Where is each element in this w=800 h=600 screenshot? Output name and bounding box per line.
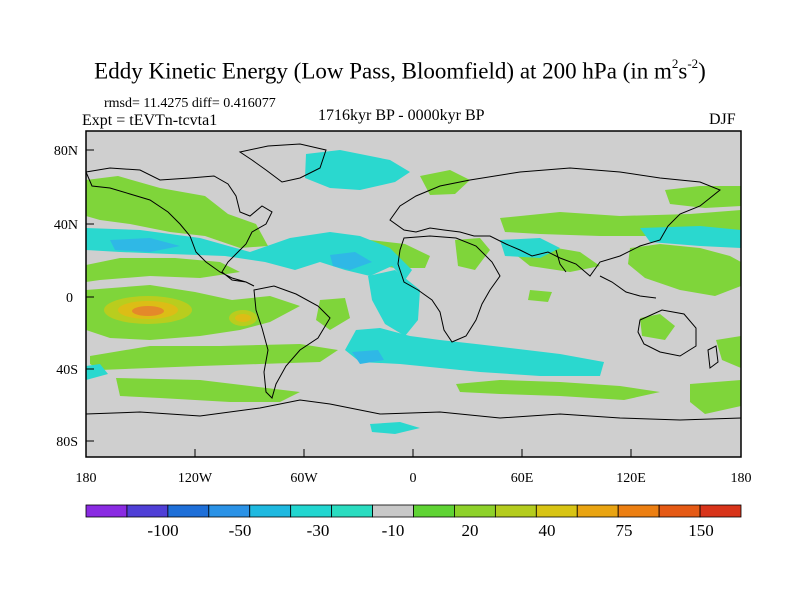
colorbar-swatch [126, 504, 169, 518]
lon-label: 60E [511, 471, 534, 486]
lat-label: 40N [54, 218, 78, 233]
colorbar-swatch [699, 504, 742, 518]
colorbar-swatch [249, 504, 292, 518]
negative-regions [86, 150, 741, 434]
colorbar-swatch [576, 504, 619, 518]
period-label: 1716kyr BP - 0000kyr BP [318, 107, 485, 124]
lon-label: 0 [410, 471, 417, 486]
lat-label: 0 [66, 291, 73, 306]
colorbar-label: -10 [382, 521, 405, 540]
colorbar-swatch [167, 504, 210, 518]
lon-label: 120E [616, 471, 646, 486]
lat-label: 40S [56, 363, 78, 378]
stats-text: rmsd= 11.4275 diff= 0.416077 [104, 96, 276, 111]
colorbar-labels: -100 -50 -30 -10 20 40 75 150 [147, 521, 713, 540]
colorbar-swatch [290, 504, 333, 518]
experiment-label: Expt = tEVTn-tcvta1 [82, 112, 218, 129]
colorbar-label: 40 [539, 521, 556, 540]
lon-label: 60W [290, 471, 318, 486]
lon-label: 180 [731, 471, 752, 486]
colorbar-label: -30 [307, 521, 330, 540]
colorbar-swatch [331, 504, 373, 518]
colorbar-label: 150 [688, 521, 714, 540]
lat-label: 80S [56, 435, 78, 450]
latitude-axis-labels: 80N 40N 0 40S 80S [54, 144, 78, 450]
colorbar-label: 20 [462, 521, 479, 540]
longitude-axis-labels: 180 120W 60W 0 60E 120E 180 [76, 471, 752, 486]
colorbar-swatch [85, 504, 128, 518]
colorbar-swatch [535, 504, 578, 518]
colorbar-swatch [454, 504, 496, 518]
colorbar-swatch [617, 504, 660, 518]
colorbar-label: 75 [616, 521, 633, 540]
strong-positive-cores [104, 296, 257, 326]
colorbar-swatch [658, 504, 701, 518]
lon-label: 180 [76, 471, 97, 486]
colorbar [85, 504, 742, 518]
lon-label: 120W [178, 471, 213, 486]
eddy-energy-field [86, 131, 741, 457]
colorbar-swatch [494, 504, 537, 518]
coastlines [86, 143, 741, 421]
lat-label: 80N [54, 144, 78, 159]
colorbar-swatch [372, 504, 414, 518]
season-label: DJF [709, 111, 736, 128]
axis-ticks [85, 149, 742, 457]
map-title: Eddy Kinetic Energy (Low Pass, Bloomfiel… [94, 56, 706, 84]
colorbar-label: -50 [229, 521, 252, 540]
colorbar-swatch [208, 504, 251, 518]
colorbar-label: -100 [147, 521, 178, 540]
colorbar-swatch [413, 504, 455, 518]
